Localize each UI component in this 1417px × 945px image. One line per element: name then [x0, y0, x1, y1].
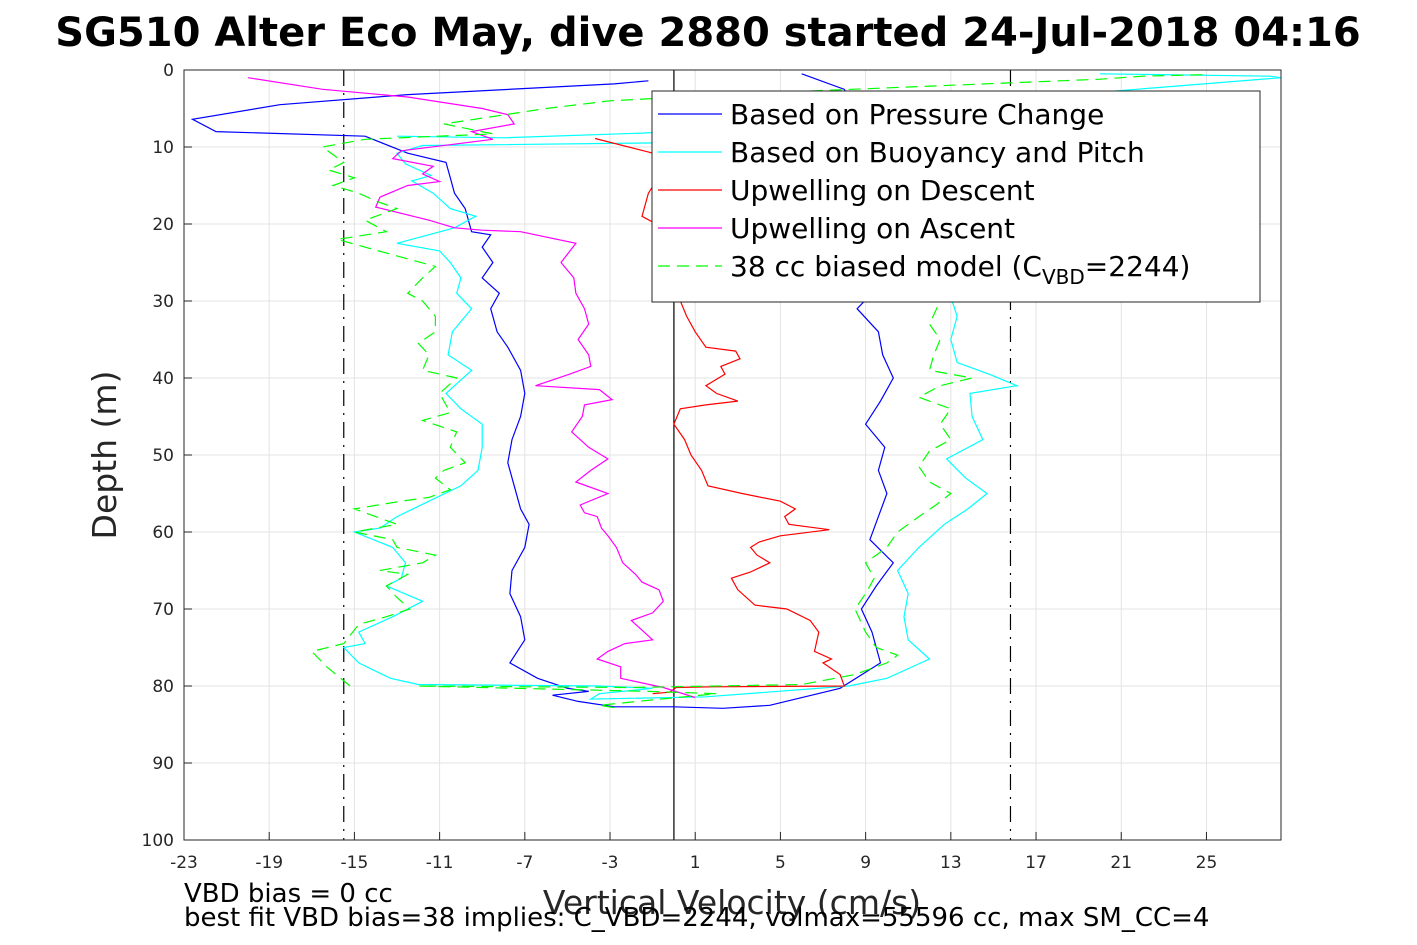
y-tick-label: 30 — [152, 292, 174, 312]
y-tick-label: 70 — [152, 600, 174, 620]
footer-vbd-bias: VBD bias = 0 cc — [184, 879, 393, 909]
chart-title: SG510 Alter Eco May, dive 2880 started 2… — [55, 10, 1360, 56]
x-tick-label: -19 — [255, 853, 283, 873]
x-tick-label: 9 — [860, 853, 871, 873]
series-line-0 — [190, 73, 895, 709]
x-tick-label: 13 — [940, 853, 962, 873]
x-tick-label: -23 — [170, 853, 198, 873]
y-tick-label: 80 — [152, 677, 174, 697]
x-tick-label: 1 — [690, 853, 701, 873]
y-tick-label: 100 — [142, 831, 174, 851]
x-tick-label: -3 — [602, 853, 619, 873]
series-line-3 — [247, 77, 696, 699]
series-line-2 — [594, 137, 846, 695]
y-tick-label: 50 — [152, 446, 174, 466]
series-line-1 — [342, 73, 1282, 700]
x-tick-label: 17 — [1025, 853, 1047, 873]
x-tick-label: -7 — [516, 853, 533, 873]
y-tick-label: 90 — [152, 754, 174, 774]
axis-ticks: -23 -19 -15 -11 -7 -3 1 5 9 13 17 21 25 0 10 20 30 40 50 60… — [142, 61, 1218, 873]
legend: Based on Pressure Change Based on Buoyanc… — [651, 90, 1261, 303]
legend-entry-label: Based on Pressure Change — [730, 98, 1104, 131]
y-axis-label: Depth (m) — [85, 371, 124, 540]
x-tick-label: -15 — [341, 853, 369, 873]
series-line-4 — [310, 74, 1207, 687]
x-tick-label: -11 — [426, 853, 454, 873]
series-line-5 — [418, 139, 973, 709]
legend-entry-label: 38 cc biased model (CVBD=2244) — [730, 250, 1190, 289]
series-group — [190, 73, 1282, 709]
legend-entry-label: Upwelling on Ascent — [730, 212, 1015, 245]
legend-box — [651, 90, 1261, 303]
y-tick-label: 0 — [163, 61, 174, 81]
footer-best-fit: best fit VBD bias=38 implies: C_VBD=2244… — [184, 903, 1209, 933]
x-axis-label: Vertical Velocity (cm/s) — [543, 883, 921, 922]
x-tick-label: 21 — [1110, 853, 1132, 873]
y-tick-label: 20 — [152, 215, 174, 235]
y-tick-label: 40 — [152, 369, 174, 389]
x-tick-label: 25 — [1196, 853, 1218, 873]
y-tick-label: 10 — [152, 138, 174, 158]
x-tick-label: 5 — [775, 853, 786, 873]
legend-entry-label: Upwelling on Descent — [730, 174, 1035, 207]
legend-entry-label: Based on Buoyancy and Pitch — [730, 136, 1145, 169]
y-tick-label: 60 — [152, 523, 174, 543]
